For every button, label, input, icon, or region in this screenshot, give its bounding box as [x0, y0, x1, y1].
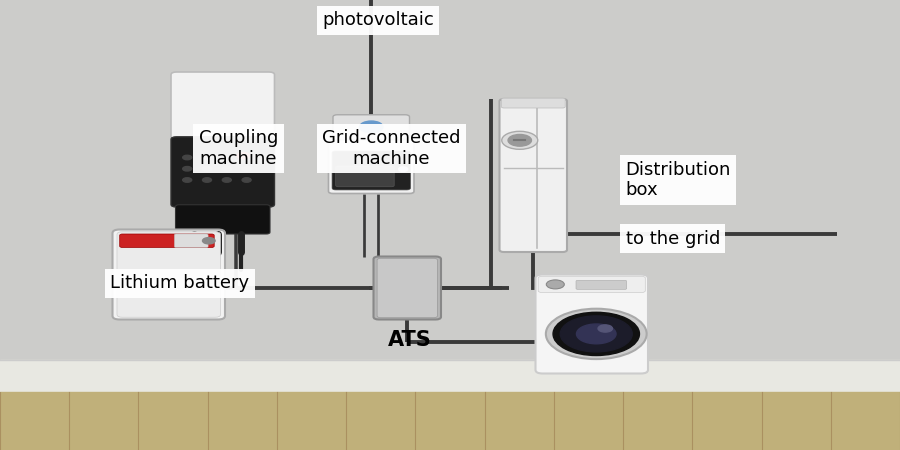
- FancyBboxPatch shape: [175, 234, 208, 248]
- FancyBboxPatch shape: [377, 258, 437, 318]
- FancyBboxPatch shape: [336, 166, 394, 187]
- FancyBboxPatch shape: [328, 140, 414, 194]
- FancyBboxPatch shape: [332, 151, 410, 190]
- Circle shape: [202, 155, 211, 160]
- Circle shape: [598, 325, 613, 332]
- Circle shape: [242, 178, 251, 182]
- FancyBboxPatch shape: [171, 72, 274, 140]
- Circle shape: [242, 155, 251, 160]
- Circle shape: [508, 135, 531, 146]
- Circle shape: [502, 131, 538, 149]
- Circle shape: [202, 166, 211, 171]
- Circle shape: [242, 166, 251, 171]
- FancyBboxPatch shape: [576, 280, 626, 289]
- Text: Grid-connected
machine: Grid-connected machine: [322, 129, 461, 168]
- Text: Distribution
box: Distribution box: [626, 161, 731, 199]
- Circle shape: [553, 312, 639, 356]
- FancyBboxPatch shape: [333, 115, 410, 142]
- Circle shape: [545, 309, 646, 359]
- Circle shape: [183, 155, 192, 160]
- Bar: [0, 392, 900, 450]
- FancyBboxPatch shape: [176, 205, 270, 234]
- Circle shape: [183, 166, 192, 171]
- Circle shape: [399, 167, 408, 171]
- Bar: [0, 360, 900, 392]
- Circle shape: [577, 324, 616, 344]
- Circle shape: [202, 178, 211, 182]
- Circle shape: [222, 166, 231, 171]
- Circle shape: [238, 153, 250, 159]
- Text: ATS: ATS: [388, 330, 431, 350]
- Bar: [0, 0, 900, 392]
- Circle shape: [222, 178, 231, 182]
- FancyBboxPatch shape: [171, 137, 274, 207]
- FancyBboxPatch shape: [501, 98, 565, 108]
- Circle shape: [202, 238, 215, 244]
- FancyBboxPatch shape: [120, 234, 214, 248]
- Circle shape: [560, 316, 632, 352]
- Circle shape: [183, 178, 192, 182]
- Text: photovoltaic: photovoltaic: [322, 11, 434, 29]
- FancyBboxPatch shape: [536, 274, 648, 374]
- FancyBboxPatch shape: [374, 256, 441, 320]
- FancyBboxPatch shape: [112, 230, 225, 320]
- Text: to the grid: to the grid: [626, 230, 720, 248]
- Circle shape: [360, 121, 383, 133]
- Circle shape: [222, 155, 231, 160]
- Text: Coupling
machine: Coupling machine: [199, 129, 278, 168]
- Circle shape: [546, 280, 564, 289]
- FancyBboxPatch shape: [538, 276, 645, 292]
- FancyBboxPatch shape: [117, 232, 220, 317]
- Text: Lithium battery: Lithium battery: [111, 274, 249, 292]
- FancyBboxPatch shape: [500, 99, 567, 252]
